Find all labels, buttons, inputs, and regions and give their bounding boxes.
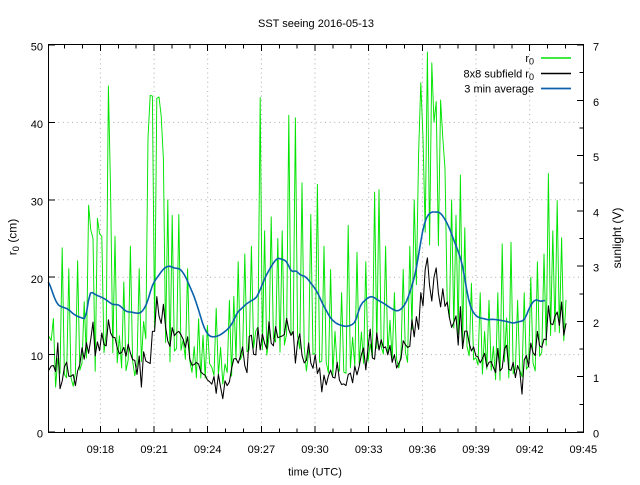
svg-text:40: 40 (31, 119, 43, 131)
svg-text:09:39: 09:39 (462, 444, 490, 456)
svg-text:20: 20 (31, 274, 43, 286)
svg-text:09:24: 09:24 (194, 444, 222, 456)
svg-text:09:36: 09:36 (409, 444, 437, 456)
svg-text:09:30: 09:30 (301, 444, 329, 456)
svg-text:09:21: 09:21 (140, 444, 168, 456)
svg-text:4: 4 (593, 207, 599, 219)
svg-text:09:45: 09:45 (570, 444, 598, 456)
svg-text:2: 2 (593, 318, 599, 330)
svg-text:1: 1 (593, 373, 599, 385)
svg-text:8x8 subfield r0: 8x8 subfield r0 (464, 68, 534, 82)
svg-text:09:42: 09:42 (516, 444, 544, 456)
svg-text:time (UTC): time (UTC) (288, 467, 342, 479)
svg-text:09:18: 09:18 (87, 444, 115, 456)
svg-text:r0: r0 (525, 53, 534, 67)
svg-text:10: 10 (31, 351, 43, 363)
svg-text:30: 30 (31, 196, 43, 208)
svg-text:5: 5 (593, 152, 599, 164)
svg-text:sunlight (V): sunlight (V) (610, 208, 624, 269)
svg-text:50: 50 (31, 42, 43, 54)
svg-text:3 min average: 3 min average (464, 83, 534, 95)
svg-text:0: 0 (37, 429, 43, 441)
svg-text:3: 3 (593, 263, 599, 275)
svg-text:7: 7 (593, 42, 599, 54)
svg-text:0: 0 (593, 429, 599, 441)
svg-text:6: 6 (593, 97, 599, 109)
svg-text:09:33: 09:33 (355, 444, 383, 456)
svg-text:r0 (cm): r0 (cm) (5, 219, 22, 256)
svg-text:SST seeing 2016-05-13: SST seeing 2016-05-13 (258, 18, 374, 30)
svg-text:09:27: 09:27 (248, 444, 276, 456)
